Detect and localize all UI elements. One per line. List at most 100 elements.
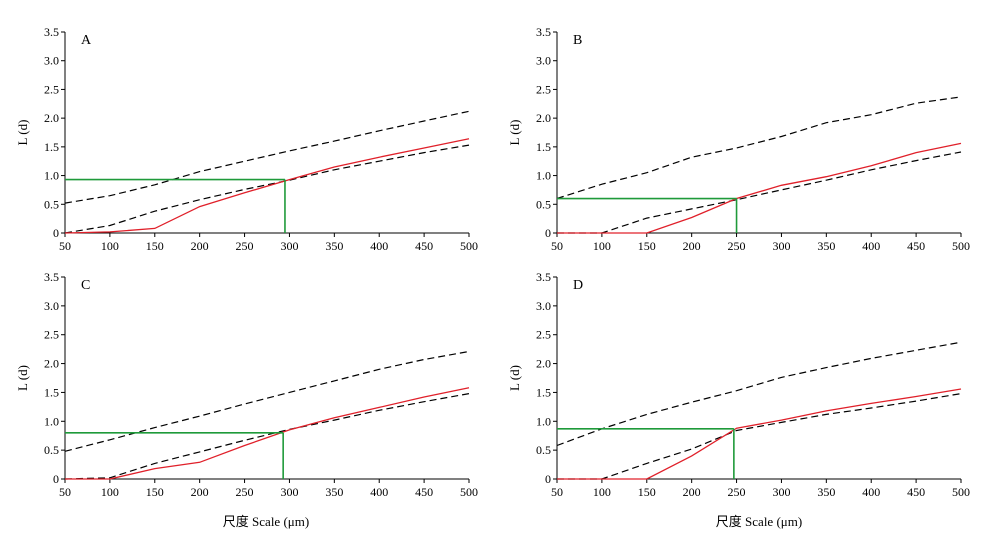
black-dashed-line-2	[64, 144, 470, 234]
y-tick-label: 1.0	[44, 169, 59, 183]
x-tick-label: 300	[280, 485, 298, 499]
y-tick-label: 1.0	[536, 169, 551, 183]
y-tick-label: 0	[545, 472, 551, 486]
x-tick-label: 300	[280, 239, 298, 253]
black-dashed-line-1	[64, 110, 470, 204]
panel-a: 0 0.5 1.0 1.5 2.0 2.5 3.0 3.5 50 100 150 200 250 300 3…	[15, 25, 478, 253]
y-tick-label: 1.5	[44, 385, 59, 399]
x-tick-label: 50	[59, 485, 71, 499]
y-tick-label: 0.5	[44, 197, 59, 211]
x-tick-label: 250	[236, 239, 254, 253]
y-tick-label: 2.0	[44, 357, 59, 371]
y-tick-label: 0.5	[44, 443, 59, 457]
y-tick-label: 3.5	[44, 25, 59, 39]
y-tick-label: 1.0	[44, 414, 59, 428]
x-tick-label: 350	[325, 239, 343, 253]
y-tick-label: 0.5	[536, 197, 551, 211]
black-dashed-line-2	[557, 393, 962, 480]
red-solid-line	[557, 142, 962, 234]
x-tick-label: 400	[862, 239, 880, 253]
x-tick-label: 500	[952, 485, 970, 499]
x-tick-label: 100	[593, 239, 611, 253]
y-tick-label: 0	[53, 472, 59, 486]
y-tick-label: 2.5	[44, 328, 59, 342]
x-tick-label: 450	[415, 485, 433, 499]
y-tick-label: 1.5	[536, 385, 551, 399]
x-tick-label: 350	[817, 239, 835, 253]
x-tick-label: 50	[551, 239, 563, 253]
y-tick-label: 2.5	[536, 328, 551, 342]
y-tick-label: 3.5	[536, 270, 551, 284]
x-tick-label: 400	[370, 485, 388, 499]
x-tick-label: 500	[460, 239, 478, 253]
y-tick-label: 0	[53, 226, 59, 240]
x-tick-label: 100	[101, 485, 119, 499]
panel-b: 0 0.5 1.0 1.5 2.0 2.5 3.0 3.5 50 100 150 200 250 300 3…	[507, 25, 970, 253]
y-tick-label: 3.0	[536, 54, 551, 68]
panel-d: 0 0.5 1.0 1.5 2.0 2.5 3.0 3.5 50 100 150 200 250 300 3…	[507, 270, 970, 499]
red-solid-line	[557, 388, 962, 480]
x-tick-label: 450	[907, 239, 925, 253]
y-tick-label: 2.0	[536, 111, 551, 125]
x-tick-label: 200	[683, 239, 701, 253]
y-tick-label: 2.0	[44, 111, 59, 125]
x-tick-label: 500	[460, 485, 478, 499]
black-dashed-line-1	[556, 96, 962, 200]
y-tick-label: 0	[545, 226, 551, 240]
y-tick-label: 3.0	[536, 299, 551, 313]
x-tick-label: 350	[817, 485, 835, 499]
x-tick-label: 250	[236, 485, 254, 499]
x-tick-label: 400	[862, 485, 880, 499]
red-solid-line	[64, 138, 470, 234]
red-solid-line	[65, 387, 470, 480]
x-tick-label: 450	[415, 239, 433, 253]
y-tick-label: 2.0	[536, 357, 551, 371]
x-tick-label: 200	[191, 239, 209, 253]
black-dashed-line-1	[556, 341, 962, 447]
y-axis-label: L (d)	[15, 365, 30, 391]
x-axis-caption-right: 尺度 Scale (μm)	[716, 514, 802, 529]
black-dashed-line-2	[64, 393, 470, 480]
y-tick-label: 3.0	[44, 54, 59, 68]
x-tick-label: 200	[191, 485, 209, 499]
x-tick-label: 150	[638, 485, 656, 499]
x-tick-label: 300	[772, 239, 790, 253]
panel-c: 0 0.5 1.0 1.5 2.0 2.5 3.0 3.5 50 100 150 200 250 300 3…	[15, 270, 478, 499]
y-tick-label: 1.5	[44, 140, 59, 154]
x-tick-label: 300	[772, 485, 790, 499]
x-tick-label: 50	[59, 239, 71, 253]
x-tick-label: 450	[907, 485, 925, 499]
x-tick-label: 350	[325, 485, 343, 499]
panels-group: 0 0.5 1.0 1.5 2.0 2.5 3.0 3.5 50 100 150 200 250 300 3…	[15, 25, 970, 499]
panel-label-d: D	[573, 278, 583, 293]
y-tick-label: 3.0	[44, 299, 59, 313]
black-dashed-line-2	[557, 151, 962, 234]
y-axis-label: L (d)	[507, 120, 522, 146]
y-tick-label: 0.5	[536, 443, 551, 457]
x-tick-label: 250	[728, 485, 746, 499]
y-tick-label: 3.5	[536, 25, 551, 39]
y-tick-label: 2.5	[44, 82, 59, 96]
x-axis-caption-left: 尺度 Scale (μm)	[223, 514, 309, 529]
y-tick-label: 3.5	[44, 270, 59, 284]
x-tick-label: 150	[146, 239, 164, 253]
panel-label-a: A	[81, 33, 92, 48]
panel-label-b: B	[573, 33, 582, 48]
y-axis-label: L (d)	[507, 365, 522, 391]
x-tick-label: 100	[101, 239, 119, 253]
x-tick-label: 150	[146, 485, 164, 499]
y-tick-label: 1.5	[536, 140, 551, 154]
x-tick-label: 150	[638, 239, 656, 253]
x-tick-label: 250	[728, 239, 746, 253]
panel-label-c: C	[81, 278, 90, 293]
y-axis-label: L (d)	[15, 120, 30, 146]
x-tick-label: 100	[593, 485, 611, 499]
x-tick-label: 500	[952, 239, 970, 253]
x-tick-label: 400	[370, 239, 388, 253]
y-tick-label: 2.5	[536, 82, 551, 96]
y-tick-label: 1.0	[536, 414, 551, 428]
x-tick-label: 50	[551, 485, 563, 499]
black-dashed-line-1	[64, 350, 470, 452]
x-tick-label: 200	[683, 485, 701, 499]
